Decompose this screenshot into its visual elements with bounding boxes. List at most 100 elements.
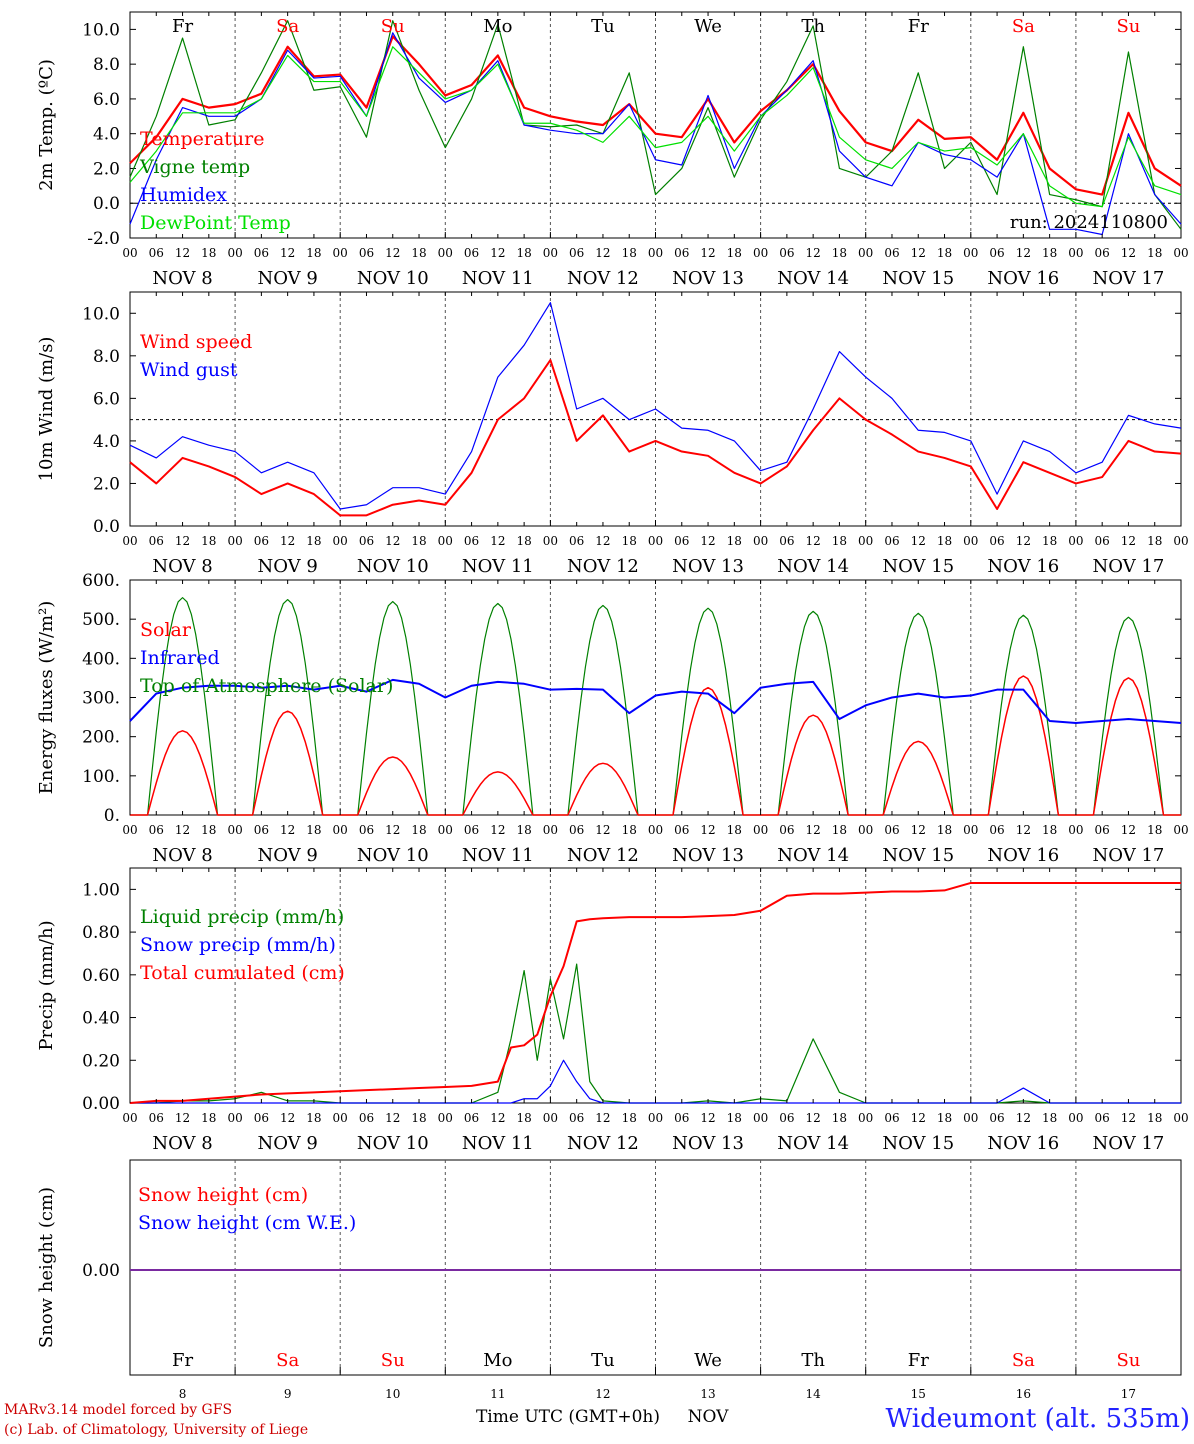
y-tick-label: 0.00 [82,1261,120,1281]
x-hour-label: 06 [989,1111,1004,1125]
x-hour-label: 06 [464,534,479,548]
x-hour-label: 06 [1095,1111,1110,1125]
weekday-label: Fr [172,16,193,37]
legend-entry: DewPoint Temp [140,212,291,234]
x-hour-label: 06 [359,1111,374,1125]
weekday-label: Fr [172,1350,193,1371]
x-hour-label: 00 [1068,1111,1083,1125]
x-hour-label: 12 [490,823,505,837]
wind-panel: 0.0 2.0 4.0 6.0 8.0 10.0 10m Wind (m/s) Wind sp… [36,291,1189,577]
x-hour-label: 18 [201,1111,216,1125]
x-hour-label: 12 [911,823,926,837]
x-hour-label: 12 [911,1111,926,1125]
run-label: run: 2024110800 [1010,212,1168,233]
x-hour-label: 12 [1016,1111,1031,1125]
x-hour-label: 18 [937,823,952,837]
x-hour-label: 00 [1068,246,1083,260]
x-hour-label: 00 [543,823,558,837]
x-hour-label: 06 [674,534,689,548]
y-tick-label: 600. [82,571,120,591]
weekday-label: Sa [276,16,299,37]
x-hour-label: 00 [858,246,873,260]
x-hour-label: 00 [543,1111,558,1125]
x-hour-label: 18 [306,534,321,548]
day-number-label: 14 [806,1387,822,1401]
x-hour-label: 06 [779,1111,794,1125]
legend-entry: Vigne temp [139,156,250,178]
x-axis-month: NOV [688,1407,730,1427]
x-hour-label: 00 [1173,1111,1188,1125]
x-hour-label: 12 [911,246,926,260]
x-hour-label: 12 [595,823,610,837]
y-tick-label: 2.0 [93,474,120,494]
day-number-label: 15 [911,1387,926,1401]
x-hour-label: 06 [254,534,269,548]
x-hour-label: 18 [622,1111,637,1125]
x-hour-label: 06 [569,246,584,260]
x-date-label: NOV 9 [257,845,317,866]
x-hour-label: 00 [753,823,768,837]
x-hour-label: 12 [595,534,610,548]
weekday-label: Su [1116,16,1140,37]
x-hour-label: 12 [595,246,610,260]
x-date-label: NOV 14 [777,556,849,577]
x-hour-label: 00 [333,1111,348,1125]
y-tick-label: 0.00 [82,1094,120,1114]
x-hour-label: 00 [438,534,453,548]
x-hour-label: 12 [280,534,295,548]
weekday-label: We [694,1350,722,1371]
x-hour-label: 00 [227,823,242,837]
x-hour-label: 06 [149,246,164,260]
x-hour-label: 18 [622,823,637,837]
day-number-label: 11 [490,1387,505,1401]
x-date-label: NOV 14 [777,845,849,866]
weekday-label: Su [381,1350,405,1371]
x-hour-label: 06 [254,246,269,260]
x-hour-label: 06 [884,246,899,260]
x-hour-label: 18 [832,246,847,260]
x-date-label: NOV 15 [882,556,954,577]
x-date-label: NOV 8 [152,268,212,289]
x-date-label: NOV 12 [567,1133,639,1154]
x-hour-label: 00 [543,246,558,260]
x-hour-label: 12 [806,246,821,260]
x-date-label: NOV 11 [462,268,534,289]
x-hour-label: 06 [569,1111,584,1125]
weekday-label: Su [1116,1350,1140,1371]
x-date-label: NOV 11 [462,556,534,577]
weekday-label: Fr [908,16,929,37]
x-hour-label: 12 [175,823,190,837]
x-hour-label: 00 [1173,534,1188,548]
x-hour-label: 18 [727,823,742,837]
x-date-label: NOV 17 [1093,268,1165,289]
legend-entry: Temperature [140,128,264,150]
x-hour-label: 00 [438,823,453,837]
x-hour-label: 00 [122,534,137,548]
x-hour-label: 18 [622,534,637,548]
x-date-label: NOV 11 [462,845,534,866]
x-hour-label: 18 [1147,534,1162,548]
x-hour-label: 18 [516,534,531,548]
day-number-label: 12 [595,1387,610,1401]
x-hour-label: 06 [149,823,164,837]
x-date-label: NOV 10 [357,556,429,577]
x-hour-label: 00 [227,1111,242,1125]
x-hour-label: 00 [1173,823,1188,837]
x-hour-label: 06 [464,246,479,260]
x-date-label: NOV 12 [567,556,639,577]
x-hour-label: 06 [359,246,374,260]
x-hour-label: 00 [753,1111,768,1125]
x-hour-label: 00 [227,246,242,260]
x-hour-label: 18 [727,534,742,548]
legend-entry: Wind speed [140,331,252,353]
x-hour-label: 06 [779,823,794,837]
y-axis-label: Snow height (cm) [36,1187,57,1348]
x-hour-label: 12 [1016,823,1031,837]
x-hour-label: 18 [411,246,426,260]
x-hour-label: 18 [516,1111,531,1125]
x-hour-label: 06 [359,534,374,548]
weekday-label: Fr [908,1350,929,1371]
y-tick-label: 6.0 [93,389,120,409]
